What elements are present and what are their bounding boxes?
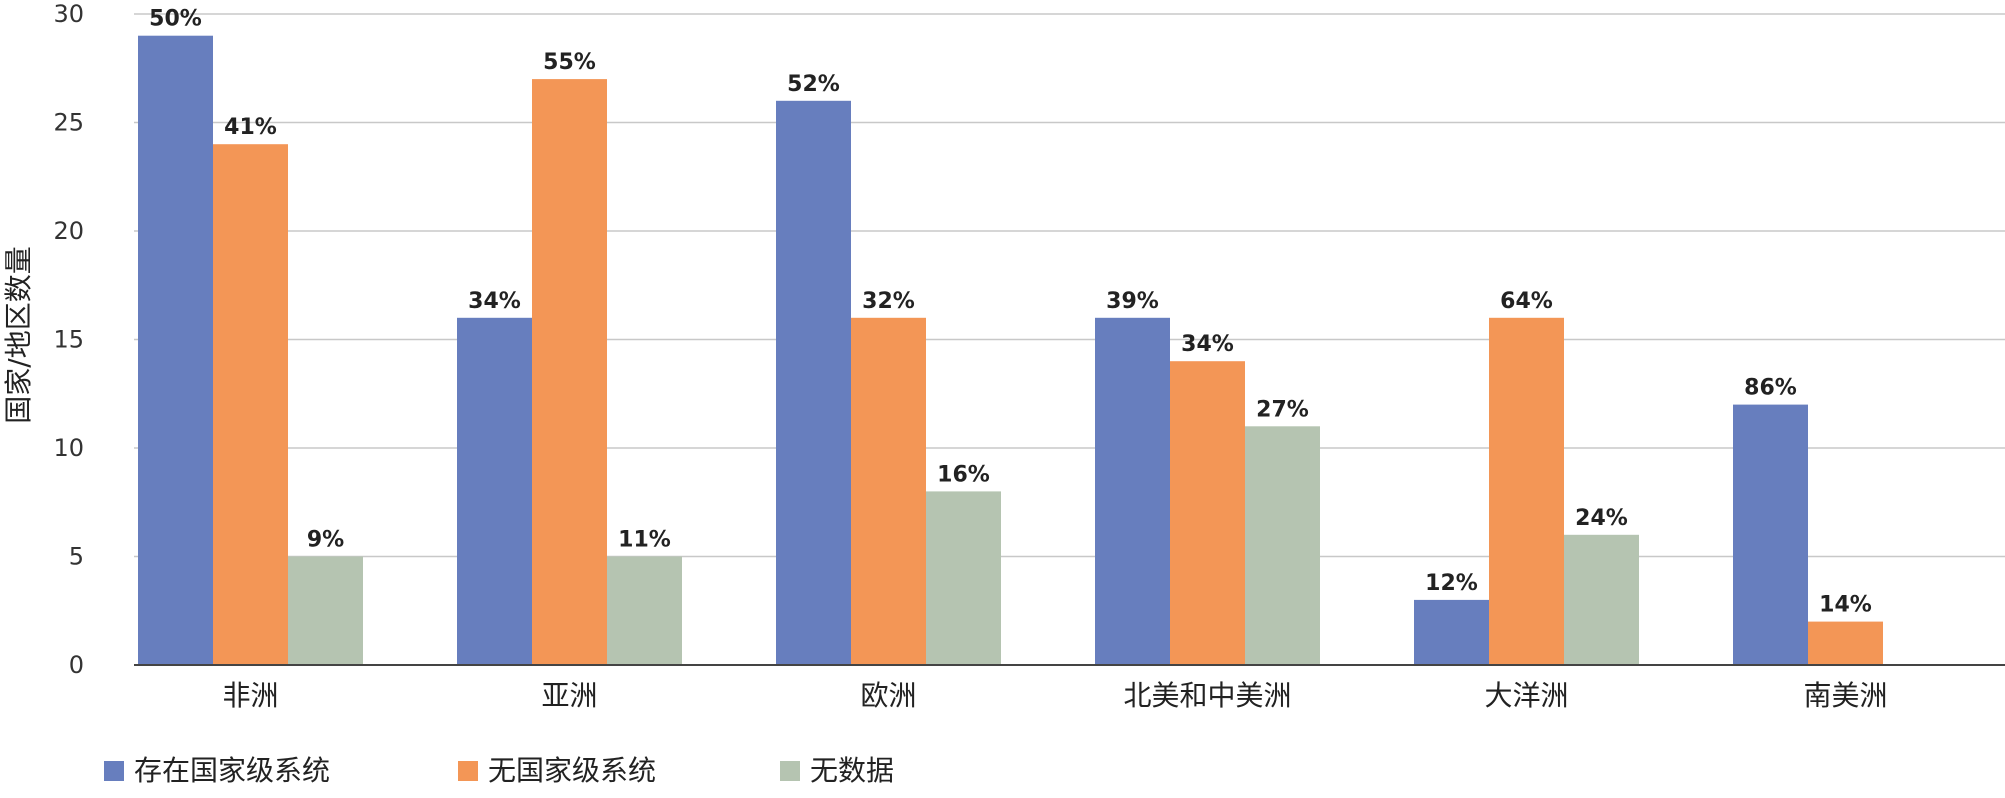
axes: 0 5 10 15 20 25 30 非洲 亚洲 欧洲 北美和中美洲 大洋洲 南美洲 bbox=[53, 0, 2005, 712]
data-label: 12% bbox=[1425, 571, 1478, 596]
legend-label: 无数据 bbox=[810, 754, 894, 787]
y-tick-label: 20 bbox=[53, 217, 84, 245]
data-label: 52% bbox=[787, 72, 840, 97]
bar bbox=[1170, 361, 1245, 665]
data-label: 16% bbox=[937, 462, 990, 487]
data-labels: 50% 41% 9% 34% 55% 11% 52% 32% 16% 39% 34% 27% 12% 64… bbox=[149, 7, 1872, 618]
data-label: 34% bbox=[468, 289, 521, 314]
legend-swatch bbox=[780, 761, 800, 781]
bar bbox=[532, 79, 607, 666]
data-label: 64% bbox=[1500, 289, 1553, 314]
data-label: 41% bbox=[224, 115, 277, 140]
data-label: 14% bbox=[1819, 593, 1872, 618]
bar bbox=[1733, 404, 1808, 665]
bar bbox=[1245, 426, 1320, 665]
data-label: 34% bbox=[1181, 332, 1234, 357]
bar bbox=[776, 100, 851, 666]
bar bbox=[1564, 534, 1639, 665]
y-tick-label: 10 bbox=[53, 434, 84, 462]
data-label: 24% bbox=[1575, 506, 1628, 531]
data-label: 27% bbox=[1256, 397, 1309, 422]
gridlines bbox=[134, 13, 2005, 558]
bar bbox=[1414, 599, 1489, 665]
bar bbox=[288, 556, 363, 665]
bar bbox=[1095, 317, 1170, 665]
x-tick-label: 北美和中美洲 bbox=[1123, 679, 1291, 712]
bar bbox=[457, 317, 532, 665]
y-tick-label: 0 bbox=[69, 651, 84, 679]
legend: 存在国家级系统 无国家级系统 无数据 bbox=[104, 754, 894, 787]
bar bbox=[1489, 317, 1564, 665]
x-tick-label: 非洲 bbox=[222, 679, 278, 712]
legend-label: 无国家级系统 bbox=[488, 754, 656, 787]
y-tick-label: 25 bbox=[53, 109, 84, 137]
bar bbox=[851, 317, 926, 665]
data-label: 50% bbox=[149, 7, 202, 32]
data-label: 11% bbox=[618, 528, 671, 553]
y-axis-title: 国家/地区数量 bbox=[2, 246, 35, 423]
data-label: 55% bbox=[543, 50, 596, 75]
y-tick-label: 15 bbox=[53, 326, 84, 354]
bar bbox=[1808, 621, 1883, 665]
x-tick-label: 南美洲 bbox=[1803, 679, 1887, 712]
x-tick-label: 欧洲 bbox=[860, 679, 916, 712]
data-label: 86% bbox=[1744, 376, 1797, 401]
bar bbox=[138, 35, 213, 665]
legend-swatch bbox=[458, 761, 478, 781]
data-label: 39% bbox=[1106, 289, 1159, 314]
y-tick-label: 30 bbox=[53, 0, 84, 28]
x-tick-label: 亚洲 bbox=[541, 679, 597, 712]
data-label: 9% bbox=[307, 528, 344, 553]
legend-label: 存在国家级系统 bbox=[134, 754, 330, 787]
x-tick-label: 大洋洲 bbox=[1484, 679, 1568, 712]
legend-swatch bbox=[104, 761, 124, 781]
data-label: 32% bbox=[862, 289, 915, 314]
bar bbox=[213, 144, 288, 665]
bar bbox=[926, 491, 1001, 665]
bar bbox=[607, 556, 682, 665]
bars bbox=[138, 35, 1883, 666]
y-tick-label: 5 bbox=[69, 543, 84, 571]
